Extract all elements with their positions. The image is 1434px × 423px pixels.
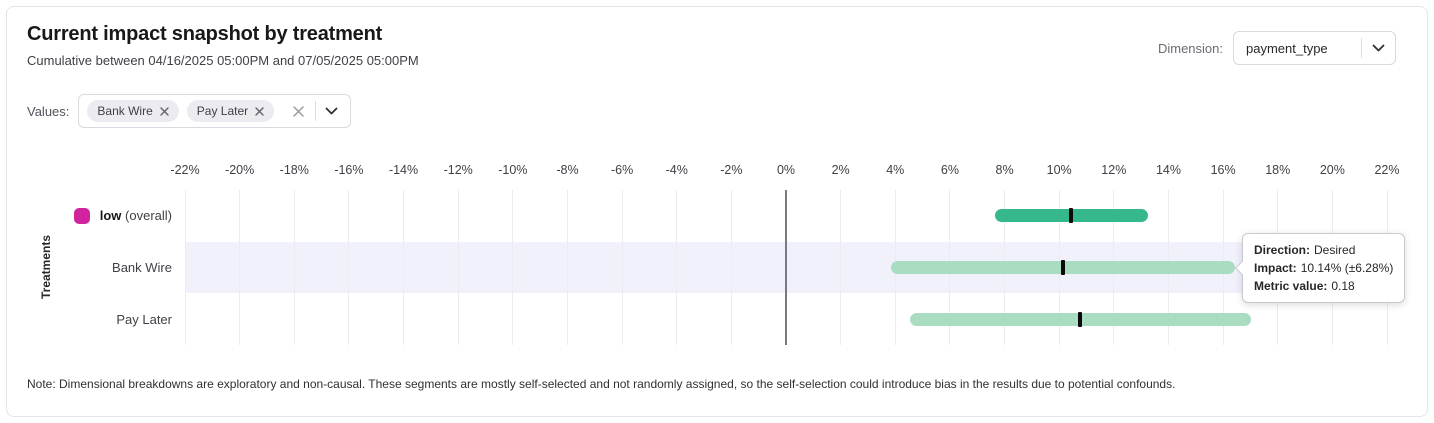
- tooltip-impact-value: 10.14% (±6.28%): [1300, 261, 1394, 275]
- dimension-select[interactable]: payment_type: [1233, 31, 1396, 65]
- page-title: Current impact snapshot by treatment: [27, 23, 383, 45]
- x-axis-tick-label: -12%: [443, 163, 473, 177]
- dimension-selected-value: payment_type: [1246, 40, 1328, 56]
- x-axis-tick-label: -16%: [334, 163, 364, 177]
- x-axis-tick-label: 10%: [1046, 163, 1072, 177]
- row-label: Pay Later: [116, 311, 172, 327]
- gridline: [457, 190, 459, 345]
- date-range-subtitle: Cumulative between 04/16/2025 05:00PM an…: [27, 53, 419, 68]
- values-multiselect[interactable]: Bank Wire Pay Later: [78, 94, 352, 128]
- tooltip-metric-value: 0.18: [1331, 279, 1355, 293]
- gridline: [621, 190, 623, 345]
- value-chip-label: Bank Wire: [97, 104, 153, 118]
- tooltip-direction-value: Desired: [1314, 243, 1356, 257]
- x-axis-tick-label: 18%: [1265, 163, 1291, 177]
- x-axis-tick-label: 22%: [1374, 163, 1400, 177]
- value-chip[interactable]: Pay Later: [186, 100, 275, 122]
- gridline: [566, 190, 568, 345]
- gridline: [239, 190, 241, 345]
- legend-swatch: [73, 207, 90, 224]
- row-label: Bank Wire: [112, 260, 172, 275]
- row-label-bold: low: [99, 208, 122, 224]
- bar-tooltip: Direction: Desired Impact: 10.14% (±6.28%)…: [1234, 233, 1406, 303]
- gridline: [403, 190, 405, 345]
- values-label: Values:: [27, 103, 70, 119]
- chevron-down-icon[interactable]: [325, 107, 338, 115]
- select-divider: [1361, 38, 1362, 58]
- tooltip-metric-label: Metric value:: [1254, 279, 1328, 293]
- gridline: [840, 190, 842, 345]
- x-axis-tick-label: -10%: [498, 163, 528, 177]
- footnote: Note: Dimensional breakdowns are explora…: [27, 377, 1176, 391]
- remove-chip-icon[interactable]: [160, 106, 169, 116]
- value-chip[interactable]: Bank Wire: [87, 100, 179, 122]
- select-divider: [315, 101, 317, 121]
- x-axis-tick-label: 0%: [776, 163, 796, 177]
- x-axis-tick-label: -14%: [388, 163, 419, 177]
- value-chip-label: Pay Later: [196, 104, 249, 118]
- gridline: [512, 190, 514, 345]
- gridline: [184, 190, 186, 345]
- chips-container: Bank Wire Pay Later: [87, 100, 275, 122]
- impact-point-marker: [1078, 311, 1083, 327]
- row-label: low (overall): [0, 206, 172, 226]
- x-axis-tick-label: 2%: [831, 163, 850, 177]
- tooltip-metric: Metric value: 0.18: [1254, 277, 1393, 295]
- dimension-label: Dimension:: [1157, 40, 1223, 56]
- x-axis-tick-label: 6%: [940, 163, 959, 177]
- x-axis-tick-label: 8%: [995, 163, 1014, 177]
- x-axis-tick-label: -20%: [225, 163, 255, 177]
- x-axis-tick-label: -2%: [720, 163, 743, 177]
- row-label-rest: (overall): [121, 208, 172, 224]
- gridline: [730, 190, 732, 345]
- tooltip-direction-label: Direction:: [1254, 243, 1311, 257]
- x-axis-tick-label: 12%: [1101, 163, 1127, 177]
- x-axis-tick-label: -18%: [279, 163, 309, 177]
- x-axis-tick-label: 20%: [1319, 163, 1345, 177]
- impact-snapshot-card: [6, 6, 1428, 417]
- zero-gridline: [785, 190, 787, 345]
- tooltip-impact: Impact: 10.14% (±6.28%): [1254, 259, 1393, 277]
- tooltip-direction: Direction: Desired: [1254, 241, 1393, 259]
- clear-all-icon[interactable]: [291, 104, 306, 119]
- gridline: [293, 190, 295, 345]
- gridline: [348, 190, 350, 345]
- x-axis-tick-label: 16%: [1210, 163, 1236, 177]
- x-axis-tick-label: -6%: [610, 163, 634, 177]
- x-axis-tick-label: -22%: [170, 163, 200, 177]
- chevron-down-icon: [1372, 44, 1385, 52]
- x-axis-tick-label: -4%: [665, 163, 688, 177]
- remove-chip-icon[interactable]: [255, 106, 264, 116]
- tooltip-impact-label: Impact:: [1254, 261, 1297, 275]
- x-axis-tick-label: 4%: [886, 163, 905, 177]
- impact-point-marker: [1061, 260, 1065, 275]
- impact-point-marker: [1069, 208, 1074, 224]
- gridline: [676, 190, 678, 345]
- x-axis-tick-label: -8%: [556, 163, 579, 177]
- x-axis-tick-label: 14%: [1155, 163, 1181, 177]
